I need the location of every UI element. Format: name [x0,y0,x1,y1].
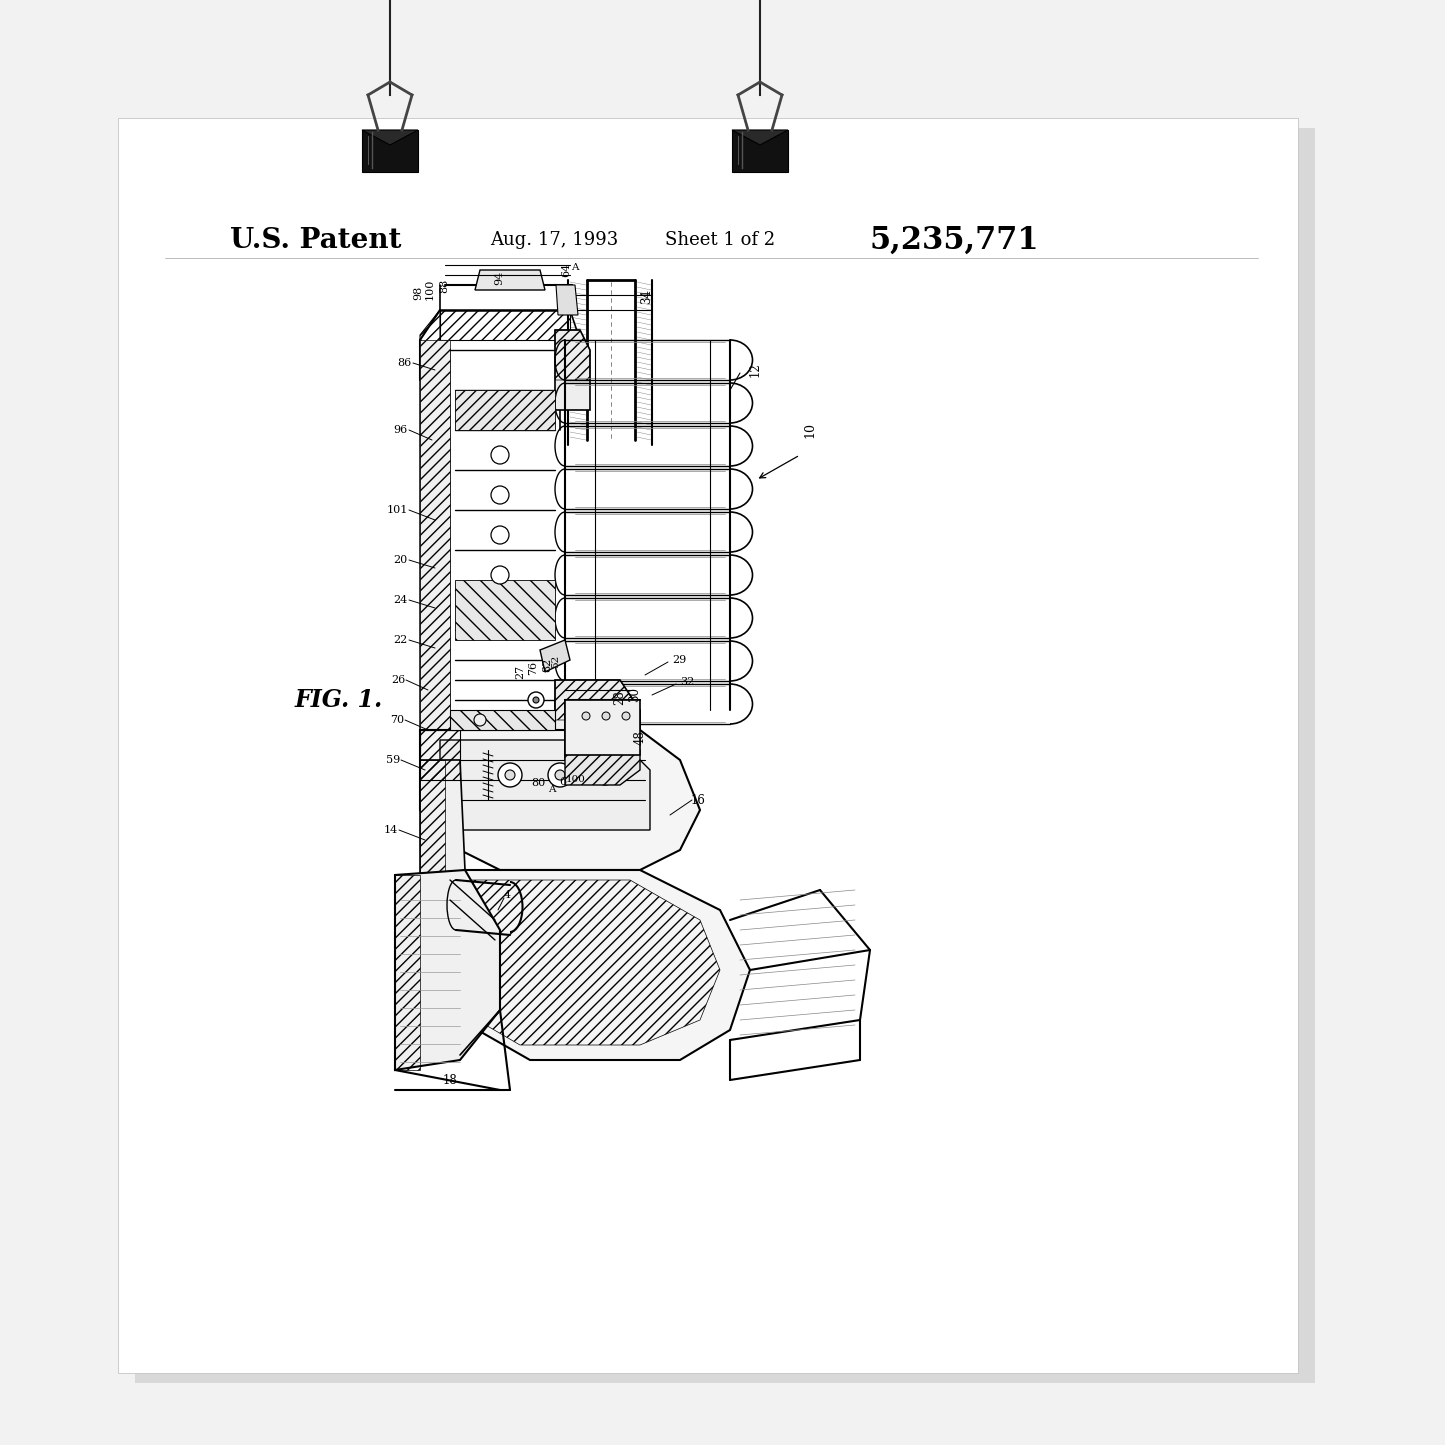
Text: A: A [571,263,579,272]
Text: 10: 10 [803,422,816,438]
Text: 22: 22 [393,634,407,644]
Circle shape [474,714,486,725]
Text: 34: 34 [640,289,653,303]
Polygon shape [455,579,555,640]
Circle shape [548,763,572,788]
Polygon shape [449,709,555,730]
Text: 16: 16 [691,793,705,806]
Circle shape [555,770,565,780]
Polygon shape [363,130,418,172]
Polygon shape [556,285,578,315]
Text: 24: 24 [393,595,407,605]
Polygon shape [565,699,640,754]
Text: Aug. 17, 1993: Aug. 17, 1993 [490,231,618,249]
Text: 96: 96 [393,425,407,435]
Circle shape [603,712,610,720]
Circle shape [491,526,509,543]
Text: 28: 28 [614,691,627,705]
Text: Sheet 1 of 2: Sheet 1 of 2 [665,231,775,249]
Circle shape [582,712,590,720]
Circle shape [527,692,543,708]
Polygon shape [363,130,418,144]
Text: 27: 27 [514,665,525,679]
Text: 76: 76 [527,660,538,675]
Text: 86: 86 [397,358,412,368]
Text: 6: 6 [559,777,566,788]
Text: A: A [548,786,556,795]
Polygon shape [733,130,788,144]
Polygon shape [540,640,569,672]
Text: 94: 94 [494,270,504,285]
Text: 64: 64 [561,263,571,277]
Text: 29: 29 [672,655,686,665]
Text: 100: 100 [425,279,435,299]
Text: 98: 98 [413,286,423,301]
Text: 12: 12 [749,363,762,377]
Polygon shape [420,730,699,870]
Polygon shape [475,270,545,290]
Polygon shape [420,760,465,880]
Circle shape [491,486,509,504]
Text: 82: 82 [542,657,552,672]
Text: 26: 26 [390,675,405,685]
Text: FIG. 1.: FIG. 1. [295,688,383,712]
Bar [118,118,1298,1373]
Bar [134,129,1315,1383]
Polygon shape [565,750,640,785]
Text: 20: 20 [393,555,407,565]
Circle shape [491,566,509,584]
Text: 14: 14 [384,825,397,835]
Polygon shape [455,390,555,431]
Circle shape [504,770,514,780]
Text: 4: 4 [503,890,510,900]
Polygon shape [394,870,500,1069]
Text: 52: 52 [552,655,561,668]
Text: 48: 48 [633,731,646,746]
Polygon shape [420,870,750,1061]
Text: 80: 80 [530,777,545,788]
Text: 59: 59 [386,754,400,764]
Text: 101: 101 [387,504,407,514]
Text: 100: 100 [566,775,585,783]
Polygon shape [420,340,449,730]
Polygon shape [555,681,640,754]
Text: 70: 70 [390,715,405,725]
Text: 88: 88 [439,279,449,293]
Circle shape [499,763,522,788]
Text: 32: 32 [681,678,694,686]
Text: 30: 30 [629,688,642,702]
Text: 5,235,771: 5,235,771 [870,224,1039,256]
Text: U.S. Patent: U.S. Patent [230,227,402,253]
Circle shape [595,764,616,785]
Text: 18: 18 [442,1074,458,1087]
Polygon shape [439,740,650,829]
Circle shape [533,696,539,704]
Polygon shape [555,329,590,410]
Circle shape [491,447,509,464]
Circle shape [621,712,630,720]
Polygon shape [733,130,788,172]
